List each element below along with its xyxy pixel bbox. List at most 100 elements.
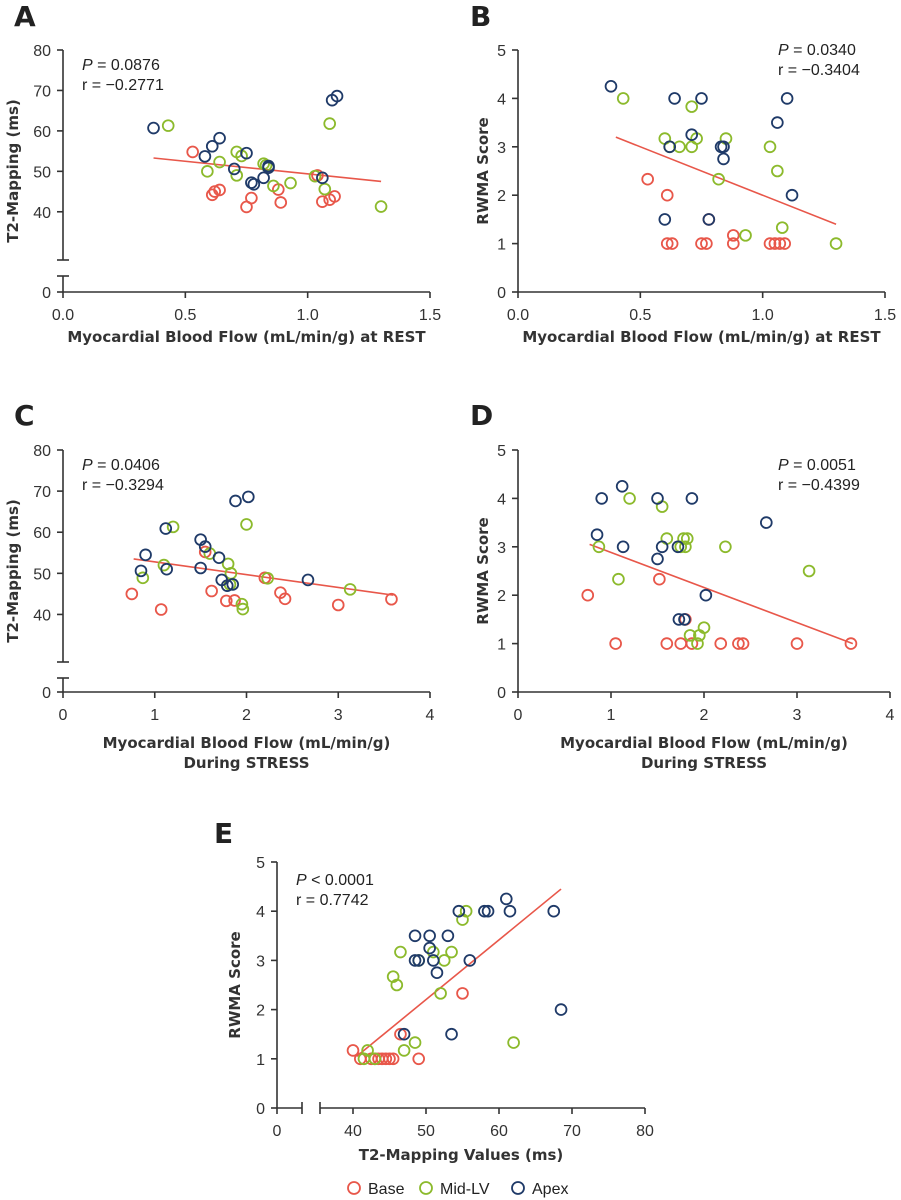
- data-point-mid: [136, 571, 150, 585]
- legend-marker-base: [347, 1181, 361, 1195]
- data-point-apex: [695, 92, 708, 105]
- data-point-apex: [441, 929, 455, 943]
- data-point-apex: [655, 540, 669, 554]
- data-point-apex: [499, 892, 513, 906]
- data-point-apex: [330, 89, 344, 103]
- data-point-apex: [134, 564, 148, 578]
- data-point-mid: [459, 904, 473, 918]
- data-point-apex: [408, 954, 422, 967]
- p-value-text-a: = 0.0876: [93, 57, 160, 74]
- data-point-apex: [616, 540, 630, 554]
- data-point-mid: [683, 629, 697, 642]
- data-point-apex: [685, 128, 699, 142]
- y-tick-label-d: 1: [497, 637, 506, 654]
- p-value-text-b: = 0.0340: [789, 42, 856, 59]
- p-symbol-b: P: [778, 42, 789, 59]
- data-point-mid: [507, 1036, 520, 1049]
- x-tick-label-e: 70: [563, 1123, 581, 1140]
- data-point-apex: [672, 613, 686, 626]
- y-tick-label-b: 5: [497, 43, 506, 60]
- regression-line-b: [615, 136, 837, 225]
- data-point-base: [641, 172, 654, 186]
- data-point-base: [125, 587, 139, 601]
- data-point-mid: [763, 140, 777, 154]
- x-tick-label-a: 1.0: [297, 307, 319, 324]
- x-tick-label-c: 1: [150, 707, 159, 724]
- y-tick-label-c: 40: [33, 607, 51, 624]
- y-axis-label-e: RWMA Score: [226, 931, 244, 1038]
- data-point-mid: [612, 572, 625, 586]
- x-tick-label-a: 0.0: [52, 307, 74, 324]
- x-tick-label-e: 80: [636, 1123, 654, 1140]
- legend-entry-apex: Apex: [511, 1181, 568, 1198]
- x-tick-label-c: 2: [242, 707, 251, 724]
- data-point-base: [727, 237, 740, 250]
- legend-label-base: Base: [368, 1181, 405, 1198]
- p-symbol-e: P: [296, 872, 307, 889]
- data-point-apex: [247, 177, 261, 191]
- data-point-mid: [323, 117, 336, 130]
- data-point-mid: [426, 945, 440, 959]
- data-point-apex: [760, 516, 773, 529]
- data-point-base: [220, 594, 233, 608]
- y-tick-label-a: 40: [33, 205, 51, 222]
- data-point-mid: [261, 571, 274, 585]
- data-point-base: [695, 237, 708, 250]
- y-tick-label-e: 0: [256, 1101, 265, 1118]
- data-point-apex: [717, 152, 730, 166]
- data-point-mid: [318, 182, 332, 196]
- data-point-apex: [478, 904, 491, 918]
- data-point-apex: [699, 588, 713, 602]
- legend: Base Mid-LV Apex: [347, 1181, 568, 1198]
- data-point-mid: [771, 164, 784, 178]
- y-tick-label-d: 3: [497, 540, 506, 557]
- x-tick-label-a: 1.5: [419, 307, 441, 324]
- data-point-mid: [213, 155, 226, 169]
- data-point-apex: [685, 492, 699, 505]
- regression-line-d: [589, 543, 854, 645]
- data-point-base: [660, 637, 674, 650]
- y-tick-label-b: 3: [497, 140, 506, 157]
- x-tick-label-c: 3: [334, 707, 343, 724]
- y-tick-label-d: 2: [497, 588, 506, 605]
- data-point-base: [385, 592, 398, 606]
- data-point-mid: [680, 532, 694, 545]
- data-point-apex: [771, 116, 784, 129]
- x-tick-label-b: 0.5: [629, 307, 651, 324]
- data-point-apex: [229, 494, 242, 508]
- data-point-mid: [230, 169, 244, 182]
- data-point-apex: [678, 613, 691, 626]
- data-point-apex: [595, 492, 608, 505]
- data-point-mid: [236, 602, 250, 616]
- y-axis-label-b: RWMA Score: [474, 117, 492, 224]
- y-tick-label-b: 1: [497, 237, 506, 254]
- data-point-mid: [361, 1044, 374, 1057]
- data-point-apex: [651, 552, 664, 566]
- regression-line-c: [133, 558, 394, 596]
- y-tick-label-e: 4: [256, 904, 265, 921]
- data-point-apex: [463, 954, 477, 967]
- legend-marker-apex: [511, 1181, 525, 1195]
- data-point-apex: [242, 490, 255, 504]
- legend-marker-mid-lv: [419, 1181, 433, 1195]
- data-point-mid: [235, 597, 249, 611]
- regression-line-e: [356, 888, 562, 1057]
- p-value-text-e: < 0.0001: [307, 872, 374, 889]
- p-value-text-c: = 0.0406: [93, 457, 160, 474]
- y-tick-label-c: 0: [42, 685, 51, 702]
- x-axis-label-a: Myocardial Blood Flow (mL/min/g) at REST: [67, 328, 426, 346]
- data-point-base: [660, 237, 674, 250]
- data-point-apex: [547, 904, 561, 918]
- data-point-base: [386, 1052, 400, 1066]
- data-point-base: [412, 1052, 426, 1066]
- data-point-base: [394, 1027, 407, 1041]
- data-point-mid: [719, 540, 732, 554]
- data-point-base: [660, 188, 674, 202]
- data-point-base: [685, 637, 699, 650]
- data-point-base: [328, 190, 341, 203]
- data-point-base: [674, 637, 688, 650]
- data-point-base: [844, 637, 858, 650]
- data-point-mid: [394, 945, 407, 959]
- data-point-mid: [201, 165, 214, 178]
